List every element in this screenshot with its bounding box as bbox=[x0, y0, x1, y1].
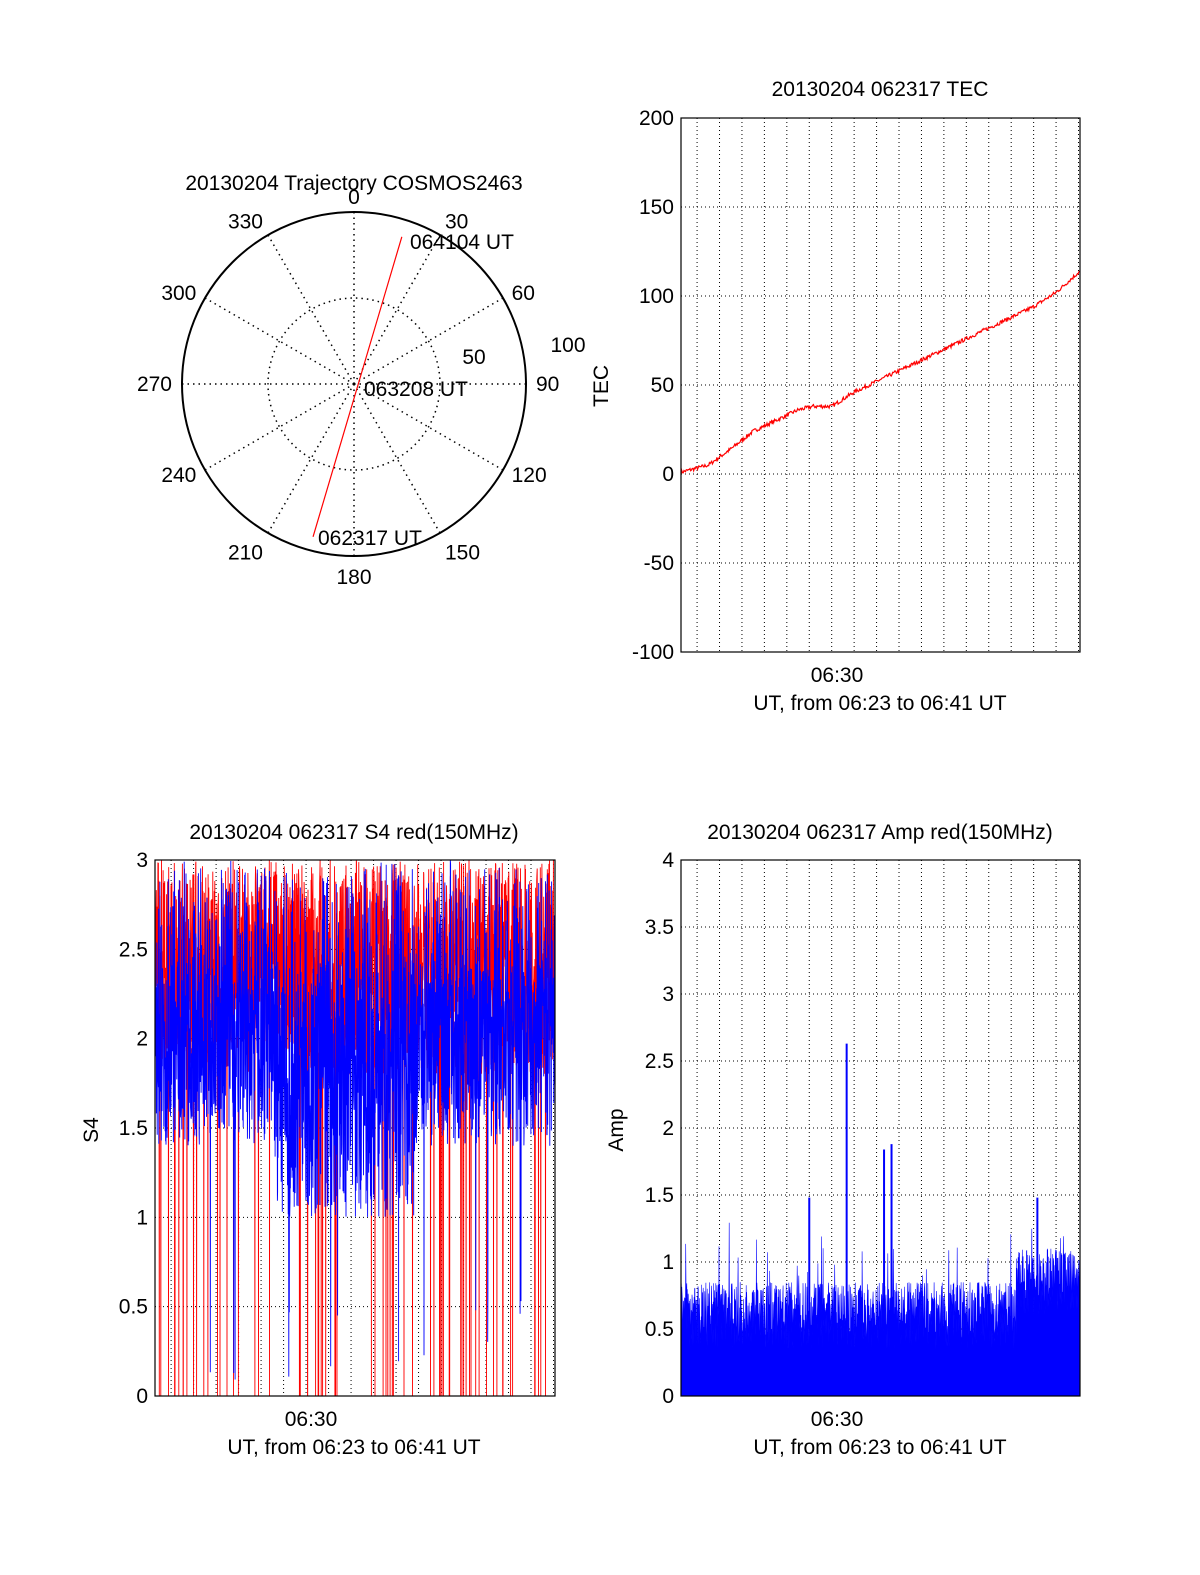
s4-ytick-label: 2 bbox=[136, 1028, 148, 1051]
s4-ytick-label: 1.5 bbox=[119, 1117, 148, 1140]
tec-ytick-label: 150 bbox=[639, 196, 674, 219]
polar-spoke-240 bbox=[204, 383, 355, 471]
polar-spoke-30 bbox=[353, 234, 441, 385]
polar-ring-50 bbox=[267, 297, 441, 471]
amp-xlabel: UT, from 06:23 to 06:41 UT bbox=[753, 1436, 1006, 1459]
polar-spoke-120 bbox=[353, 383, 504, 471]
tec-ytick-label: 100 bbox=[639, 285, 674, 308]
tec-ytick-label: 0 bbox=[662, 463, 674, 486]
trajectory-track bbox=[312, 236, 403, 538]
polar-spoke-150 bbox=[353, 383, 441, 534]
polar-grid bbox=[181, 211, 527, 557]
amp-ytick-label: 0.5 bbox=[645, 1318, 674, 1341]
amp-ytick-label: 4 bbox=[662, 849, 674, 872]
amp-ytick-label: 2.5 bbox=[645, 1050, 674, 1073]
s4-xtick-0630: 06:30 bbox=[285, 1408, 338, 1431]
tec-xlabel: UT, from 06:23 to 06:41 UT bbox=[753, 692, 1006, 715]
s4-xlabel: UT, from 06:23 to 06:41 UT bbox=[227, 1436, 480, 1459]
amp-ytick-label: 2 bbox=[662, 1117, 674, 1140]
s4-ytick-label: 0.5 bbox=[119, 1296, 148, 1319]
s4-ylabel: S4 bbox=[80, 1117, 103, 1143]
s4-axes: 0 0.5 1 1.5 2 2.5 3 bbox=[119, 849, 556, 1408]
radial-label-50: 50 bbox=[462, 346, 485, 369]
amp-ytick-label: 3 bbox=[662, 983, 674, 1006]
tec-panel: 20130204 062317 TEC TEC 06:30 UT, from 0… bbox=[590, 78, 1007, 715]
polar-spoke-330 bbox=[267, 234, 355, 385]
amp-ytick-label: 0 bbox=[662, 1385, 674, 1408]
amp-ytick-label: 1.5 bbox=[645, 1184, 674, 1207]
tec-ytick-label: -50 bbox=[644, 552, 674, 575]
s4-ytick-label: 3 bbox=[136, 849, 148, 872]
track-mid-label: 063208 UT bbox=[364, 378, 468, 401]
polar-angle-label-300: 300 bbox=[161, 282, 196, 305]
amp-frame bbox=[680, 859, 1081, 1397]
s4-ytick-label: 1 bbox=[136, 1206, 148, 1229]
s4-plot-area bbox=[155, 860, 555, 1396]
amp-panel: 20130204 062317 Amp red(150MHz) Amp 06:3… bbox=[605, 821, 1053, 1459]
track-end-label: 064104 UT bbox=[410, 231, 514, 254]
amp-series-fill bbox=[680, 1222, 1081, 1397]
polar-angle-label-30: 30 bbox=[445, 210, 468, 233]
polar-angle-label-330: 330 bbox=[228, 210, 263, 233]
polar-angle-label-90: 90 bbox=[536, 373, 559, 396]
polar-angle-label-180: 180 bbox=[336, 566, 371, 589]
s4-panel: 20130204 062317 S4 red(150MHz) S4 06:30 … bbox=[80, 821, 519, 1459]
tec-xtick-0630: 06:30 bbox=[811, 664, 864, 687]
tec-ytick-label: -100 bbox=[632, 641, 674, 664]
polar-angle-label-210: 210 bbox=[228, 542, 263, 565]
trajectory-title: 20130204 Trajectory COSMOS2463 bbox=[185, 172, 522, 195]
polar-angle-label-120: 120 bbox=[512, 464, 547, 487]
amp-ytick-label: 3.5 bbox=[645, 916, 674, 939]
tec-ytick-label: 200 bbox=[639, 107, 674, 130]
polar-angle-label-270: 270 bbox=[137, 373, 172, 396]
amp-axes: 0 0.5 1 1.5 2 2.5 3 3.5 4 bbox=[645, 849, 1081, 1408]
s4-ytick-label: 0 bbox=[136, 1385, 148, 1408]
polar-angle-label-150: 150 bbox=[445, 542, 480, 565]
amp-ytick-label: 1 bbox=[662, 1251, 674, 1274]
s4-title: 20130204 062317 S4 red(150MHz) bbox=[189, 821, 518, 844]
radial-label-100: 100 bbox=[550, 334, 585, 357]
amp-xtick-0630: 06:30 bbox=[811, 1408, 864, 1431]
polar-angle-label-0: 0 bbox=[348, 186, 360, 209]
tec-series-line bbox=[680, 270, 1080, 475]
tec-ytick-label: 50 bbox=[651, 374, 674, 397]
amp-ylabel: Amp bbox=[605, 1108, 628, 1151]
polar-angle-label-240: 240 bbox=[161, 464, 196, 487]
track-start-label: 062317 UT bbox=[318, 527, 422, 550]
polar-spoke-60 bbox=[353, 297, 504, 385]
tec-ylabel: TEC bbox=[590, 365, 613, 407]
s4-frame bbox=[154, 859, 556, 1397]
polar-spoke-300 bbox=[204, 297, 355, 385]
polar-angle-label-60: 60 bbox=[512, 282, 535, 305]
s4-series-blue bbox=[155, 860, 555, 1380]
polar-angle-labels: 0 30 60 90 120 150 180 210 240 270 300 330 bbox=[137, 186, 559, 589]
amp-title: 20130204 062317 Amp red(150MHz) bbox=[707, 821, 1053, 844]
trajectory-polar-plot: 20130204 Trajectory COSMOS2463 0 30 60 90 12… bbox=[137, 172, 586, 589]
s4-ytick-label: 2.5 bbox=[119, 938, 148, 961]
tec-title: 20130204 062317 TEC bbox=[772, 78, 989, 101]
polar-spoke-210 bbox=[267, 383, 355, 534]
tec-axes: -100 -50 0 50 100 150 200 bbox=[632, 107, 1081, 664]
tec-frame bbox=[680, 117, 1081, 653]
